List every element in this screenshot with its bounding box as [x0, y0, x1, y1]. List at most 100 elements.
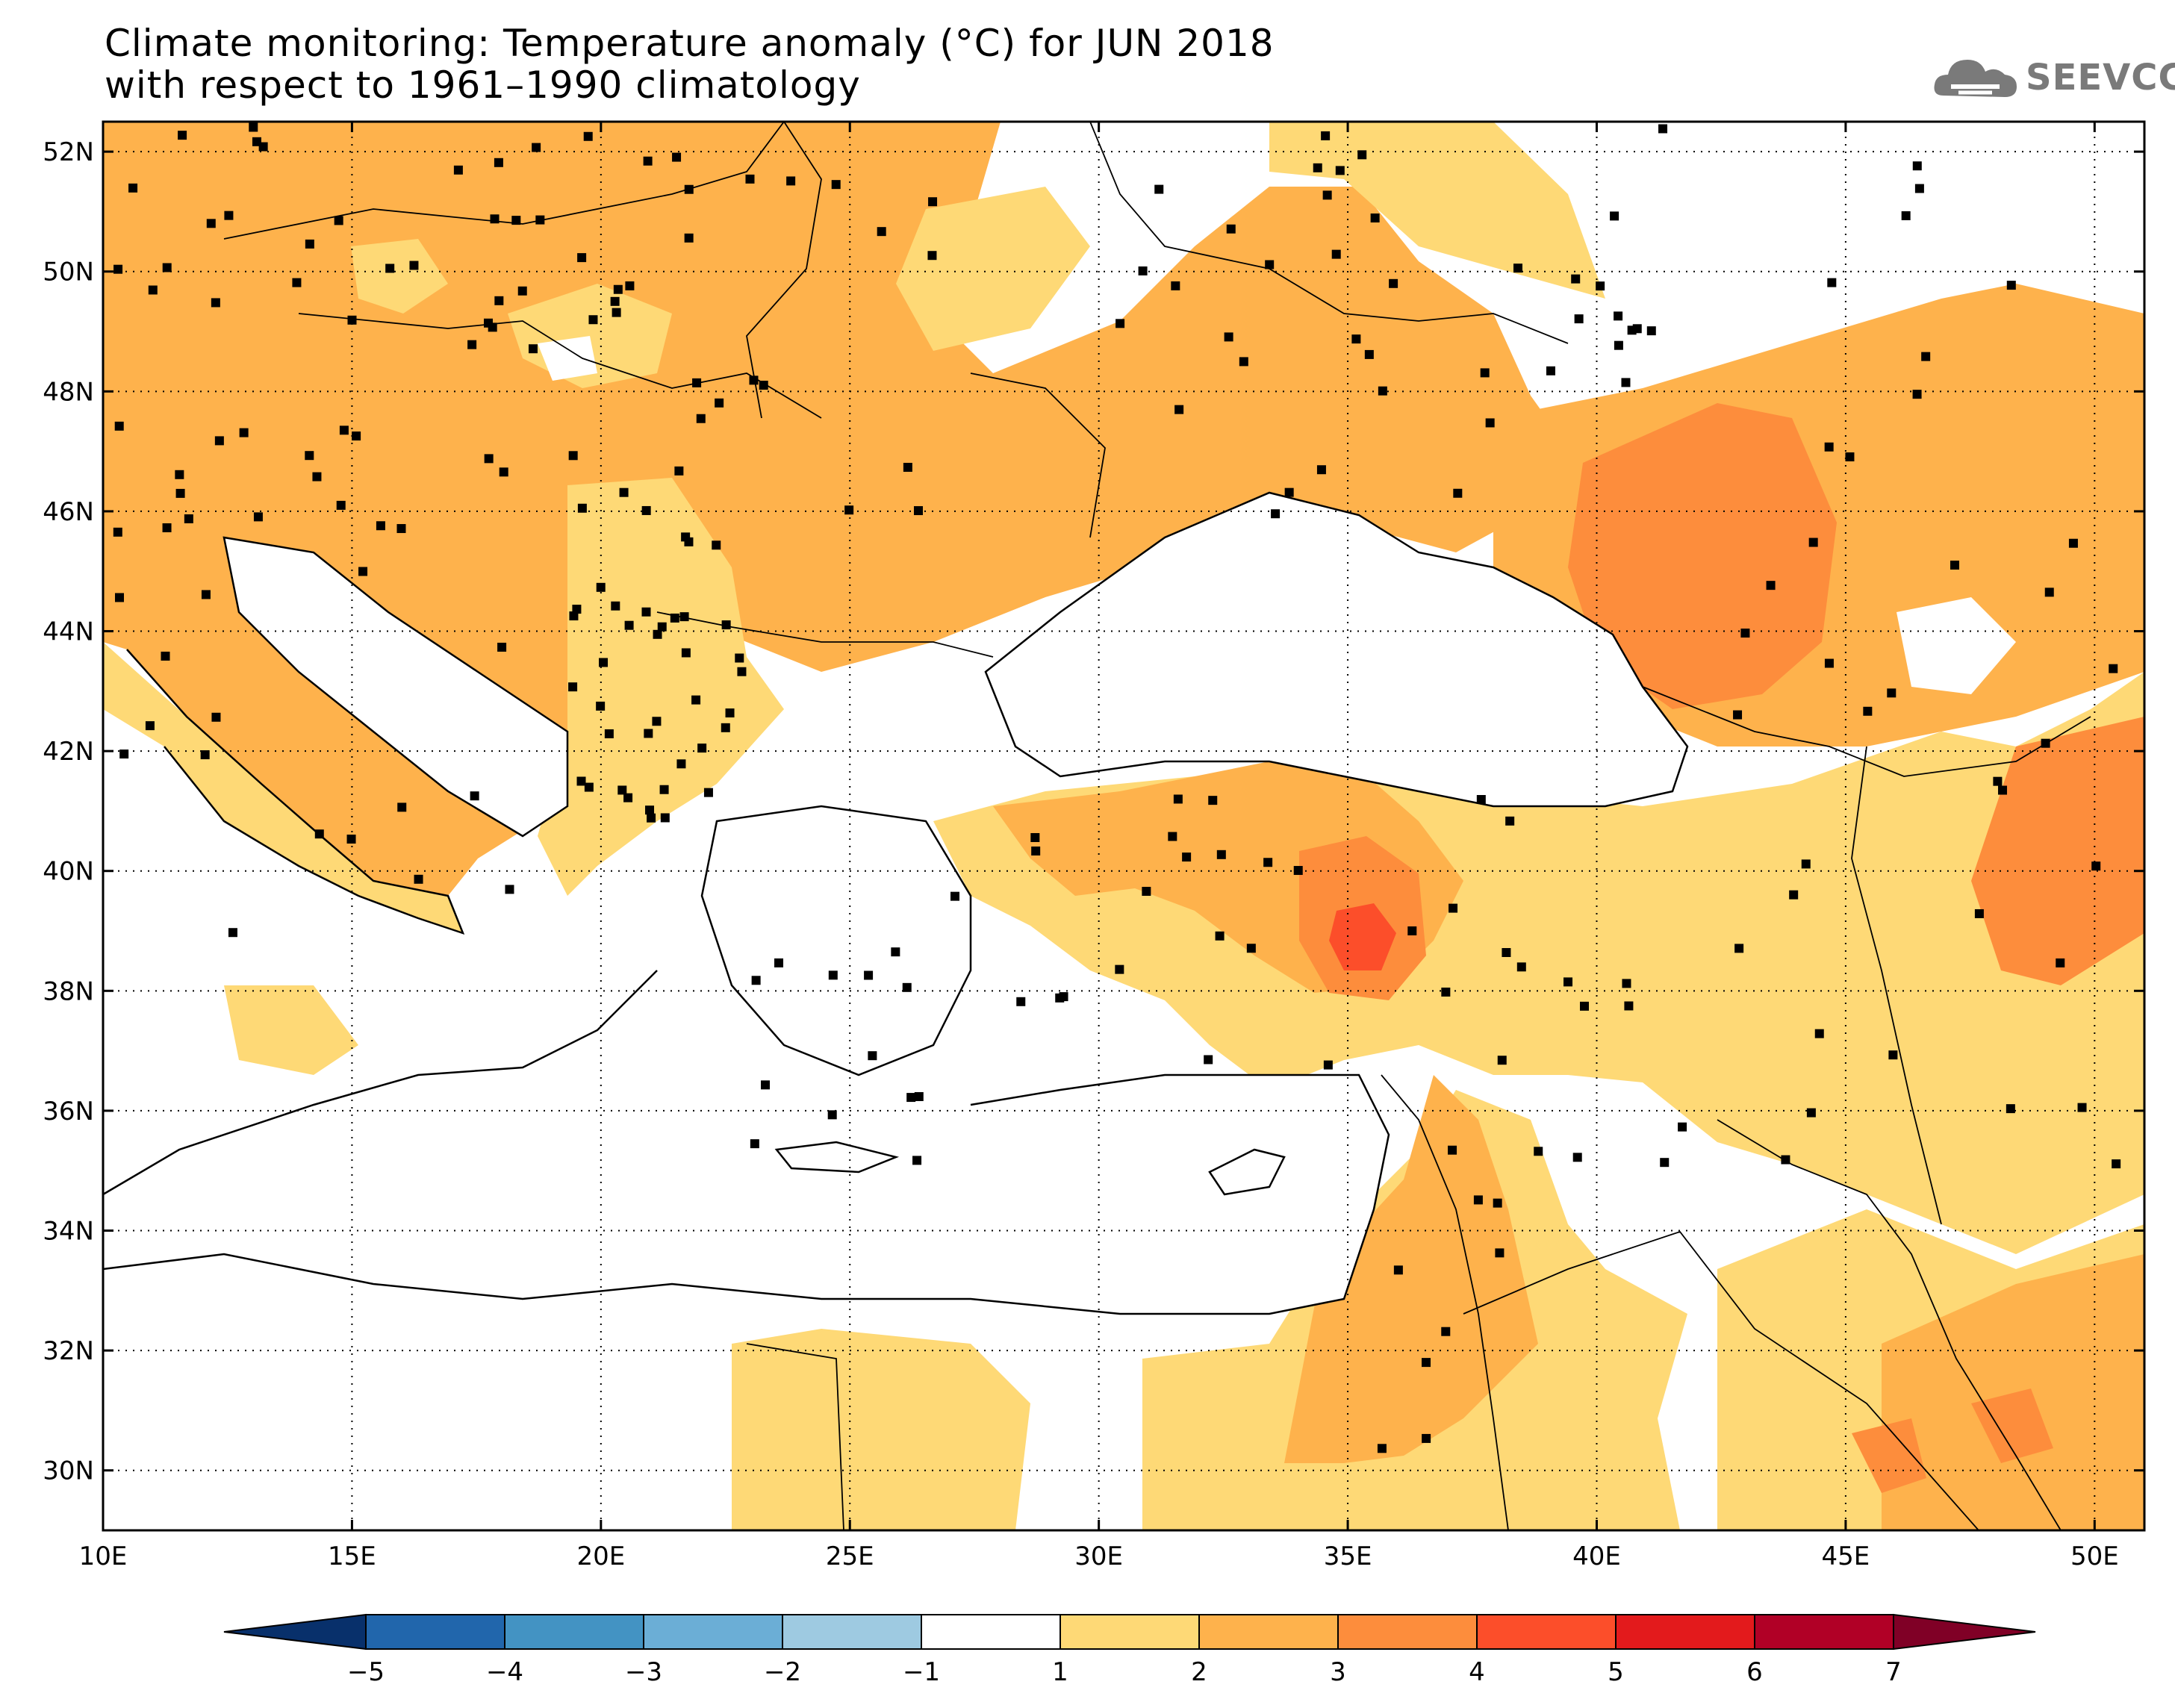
country-borders [223, 122, 2091, 1530]
station-marker [712, 540, 721, 550]
colorbar-label: −1 [903, 1657, 940, 1687]
mediterranean-sea [103, 970, 1389, 1314]
station-marker [612, 308, 621, 317]
station-marker [1974, 908, 1984, 918]
colorbar-label: 7 [1885, 1657, 1902, 1687]
colorbar-label: 1 [1052, 1657, 1068, 1687]
station-marker [912, 1156, 922, 1165]
colorbar-segment [1754, 1614, 1894, 1650]
anomaly-region-levant [732, 1329, 1030, 1530]
station-marker [1502, 947, 1511, 957]
station-marker [336, 500, 346, 510]
station-marker [1808, 537, 1818, 547]
station-marker [1888, 1050, 1898, 1060]
station-marker [113, 527, 122, 537]
station-marker [927, 251, 937, 261]
station-marker [721, 620, 731, 630]
station-marker [1453, 488, 1463, 498]
station-marker [175, 488, 185, 498]
station-marker [453, 165, 463, 175]
station-marker [206, 219, 216, 228]
station-marker [737, 667, 747, 676]
station-marker [1364, 349, 1374, 359]
station-marker [751, 976, 761, 985]
station-marker [1814, 1029, 1824, 1038]
station-marker [684, 537, 694, 546]
station-marker [1572, 1153, 1582, 1162]
station-marker [1621, 378, 1631, 387]
station-marker [1377, 1444, 1387, 1453]
station-marker [1422, 1358, 1431, 1368]
station-marker [376, 521, 385, 531]
aegean-sea [702, 806, 971, 1075]
station-marker [145, 721, 155, 731]
station-marker [1393, 1265, 1403, 1275]
station-marker [657, 622, 667, 632]
station-marker [184, 514, 193, 523]
station-marker [1389, 278, 1398, 288]
coastlines [103, 491, 1689, 1315]
station-marker [128, 183, 138, 193]
station-marker [715, 398, 724, 408]
station-marker [1863, 706, 1873, 716]
station-marker [494, 296, 504, 305]
station-marker [1030, 832, 1040, 842]
station-marker [1174, 405, 1184, 414]
station-marker [334, 216, 343, 225]
station-marker [599, 658, 609, 667]
station-marker [596, 582, 606, 592]
station-marker [505, 885, 514, 894]
station-marker [613, 284, 623, 294]
station-marker [1370, 214, 1380, 223]
adriatic-sea [224, 537, 567, 836]
colorbar-label: −5 [347, 1657, 385, 1687]
station-marker [676, 759, 686, 769]
station-marker [200, 750, 210, 760]
station-marker [175, 470, 184, 479]
station-marker [1480, 368, 1490, 378]
station-marker [1998, 785, 2008, 795]
x-tick-label: 45E [1822, 1542, 1870, 1571]
station-marker [1351, 334, 1361, 344]
station-marker [1142, 887, 1151, 897]
station-marker [759, 380, 768, 390]
station-marker [385, 264, 395, 273]
y-tick-label: 44N [43, 617, 94, 647]
y-tick-label: 40N [43, 857, 94, 887]
station-marker [1824, 442, 1834, 452]
colorbar-segment [1337, 1614, 1478, 1650]
station-marker [1284, 487, 1294, 497]
x-tick-label: 25E [826, 1542, 874, 1571]
station-marker [148, 285, 158, 295]
colorbar: −5 −4 −3 −2 −1 1 2 3 4 5 6 7 [223, 1613, 2036, 1687]
station-marker [1226, 224, 1236, 234]
y-axis: 52N 50N 48N 46N 44N 42N 40N 38N 36N 34N 32N 30N [43, 137, 2144, 1486]
station-marker [1476, 795, 1486, 805]
station-marker [1546, 366, 1555, 375]
colorbar-segment [1615, 1614, 1755, 1650]
station-marker [653, 629, 662, 639]
x-tick-label: 20E [576, 1542, 625, 1571]
colorbar-segment [365, 1614, 505, 1650]
station-marker [1322, 190, 1332, 200]
x-tick-label: 50E [2070, 1542, 2119, 1571]
station-marker [253, 512, 263, 522]
station-marker [178, 131, 187, 140]
colorbar-label: 6 [1746, 1657, 1763, 1687]
station-marker [611, 601, 620, 611]
station-marker [119, 749, 129, 759]
station-marker [1734, 944, 1744, 953]
station-marker [1801, 859, 1811, 869]
x-tick-label: 35E [1324, 1542, 1372, 1571]
station-marker [645, 805, 655, 815]
station-marker [691, 695, 701, 705]
station-marker [252, 137, 261, 146]
station-marker [844, 505, 854, 515]
station-marker [914, 1091, 924, 1101]
station-marker [1806, 1108, 1816, 1118]
station-marker [1265, 260, 1275, 269]
station-marker [1614, 340, 1623, 350]
station-marker [528, 344, 538, 354]
station-marker [1901, 211, 1911, 220]
